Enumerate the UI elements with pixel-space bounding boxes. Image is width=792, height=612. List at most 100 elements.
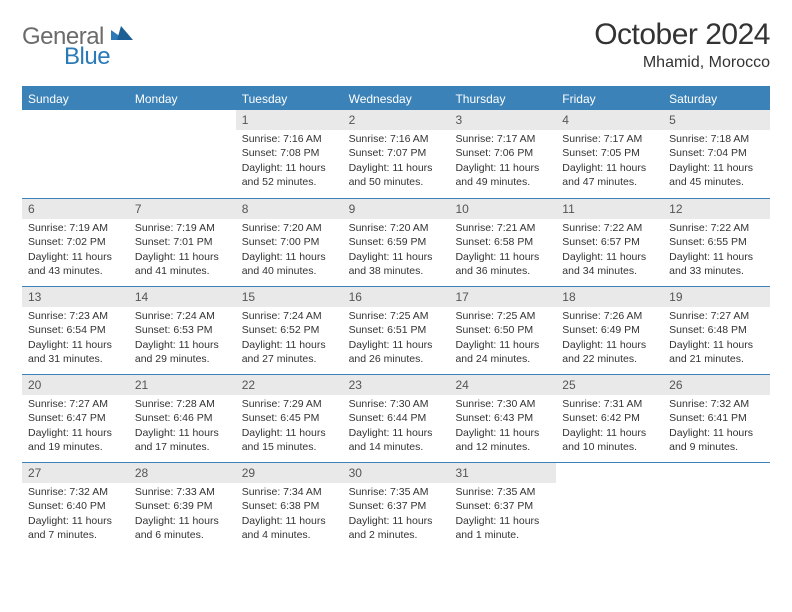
sunrise-text: Sunrise: 7:18 AM: [669, 132, 764, 146]
day-number: 21: [129, 375, 236, 395]
day-cell: 9Sunrise: 7:20 AMSunset: 6:59 PMDaylight…: [343, 199, 450, 286]
day-body: Sunrise: 7:16 AMSunset: 7:07 PMDaylight:…: [343, 130, 450, 193]
day-number: [22, 110, 129, 114]
daylight-text: Daylight: 11 hours and 1 minute.: [455, 514, 550, 542]
day-number: 11: [556, 199, 663, 219]
daylight-text: Daylight: 11 hours and 24 minutes.: [455, 338, 550, 366]
day-number: 16: [343, 287, 450, 307]
daylight-text: Daylight: 11 hours and 4 minutes.: [242, 514, 337, 542]
day-number: 9: [343, 199, 450, 219]
dow-wednesday: Wednesday: [343, 88, 450, 110]
day-number: 23: [343, 375, 450, 395]
day-number: 24: [449, 375, 556, 395]
day-number: 12: [663, 199, 770, 219]
day-cell: 15Sunrise: 7:24 AMSunset: 6:52 PMDayligh…: [236, 287, 343, 374]
day-body: Sunrise: 7:16 AMSunset: 7:08 PMDaylight:…: [236, 130, 343, 193]
day-body: Sunrise: 7:30 AMSunset: 6:44 PMDaylight:…: [343, 395, 450, 458]
day-body: Sunrise: 7:22 AMSunset: 6:55 PMDaylight:…: [663, 219, 770, 282]
day-body: Sunrise: 7:17 AMSunset: 7:06 PMDaylight:…: [449, 130, 556, 193]
day-cell: 2Sunrise: 7:16 AMSunset: 7:07 PMDaylight…: [343, 110, 450, 198]
day-body: Sunrise: 7:34 AMSunset: 6:38 PMDaylight:…: [236, 483, 343, 546]
sunset-text: Sunset: 6:48 PM: [669, 323, 764, 337]
sunrise-text: Sunrise: 7:31 AM: [562, 397, 657, 411]
sunrise-text: Sunrise: 7:32 AM: [28, 485, 123, 499]
day-cell: 24Sunrise: 7:30 AMSunset: 6:43 PMDayligh…: [449, 375, 556, 462]
daylight-text: Daylight: 11 hours and 27 minutes.: [242, 338, 337, 366]
location-label: Mhamid, Morocco: [594, 54, 770, 72]
sunset-text: Sunset: 7:04 PM: [669, 146, 764, 160]
sunset-text: Sunset: 6:55 PM: [669, 235, 764, 249]
sunset-text: Sunset: 6:53 PM: [135, 323, 230, 337]
day-cell: 13Sunrise: 7:23 AMSunset: 6:54 PMDayligh…: [22, 287, 129, 374]
daylight-text: Daylight: 11 hours and 31 minutes.: [28, 338, 123, 366]
day-cell: 18Sunrise: 7:26 AMSunset: 6:49 PMDayligh…: [556, 287, 663, 374]
sunrise-text: Sunrise: 7:25 AM: [349, 309, 444, 323]
day-number: 19: [663, 287, 770, 307]
day-body: Sunrise: 7:20 AMSunset: 7:00 PMDaylight:…: [236, 219, 343, 282]
sunset-text: Sunset: 7:01 PM: [135, 235, 230, 249]
day-body: Sunrise: 7:22 AMSunset: 6:57 PMDaylight:…: [556, 219, 663, 282]
daylight-text: Daylight: 11 hours and 2 minutes.: [349, 514, 444, 542]
day-body: Sunrise: 7:33 AMSunset: 6:39 PMDaylight:…: [129, 483, 236, 546]
sunrise-text: Sunrise: 7:19 AM: [28, 221, 123, 235]
day-cell: 25 Sunrise: 7:31 AMSunset: 6:42 PMDayligh…: [556, 375, 663, 462]
day-body: Sunrise: 7:24 AMSunset: 6:53 PMDaylight:…: [129, 307, 236, 370]
sunset-text: Sunset: 6:39 PM: [135, 499, 230, 513]
day-cell: 28Sunrise: 7:33 AMSunset: 6:39 PMDayligh…: [129, 463, 236, 550]
daylight-text: Daylight: 11 hours and 10 minutes.: [562, 426, 657, 454]
daylight-text: Daylight: 11 hours and 40 minutes.: [242, 250, 337, 278]
day-body: Sunrise: 7:25 AMSunset: 6:50 PMDaylight:…: [449, 307, 556, 370]
day-cell: 14Sunrise: 7:24 AMSunset: 6:53 PMDayligh…: [129, 287, 236, 374]
daylight-text: Daylight: 11 hours and 41 minutes.: [135, 250, 230, 278]
day-cell: 10Sunrise: 7:21 AMSunset: 6:58 PMDayligh…: [449, 199, 556, 286]
day-cell: 31Sunrise: 7:35 AMSunset: 6:37 PMDayligh…: [449, 463, 556, 550]
sunset-text: Sunset: 6:37 PM: [349, 499, 444, 513]
day-number: 3: [449, 110, 556, 130]
sunrise-text: Sunrise: 7:17 AM: [562, 132, 657, 146]
day-body: Sunrise: 7:23 AMSunset: 6:54 PMDaylight:…: [22, 307, 129, 370]
sunset-text: Sunset: 6:42 PM: [562, 411, 657, 425]
day-number: 4: [556, 110, 663, 130]
day-number: 10: [449, 199, 556, 219]
day-number: 26: [663, 375, 770, 395]
day-number: 25: [556, 375, 663, 395]
day-body: Sunrise: 7:20 AMSunset: 6:59 PMDaylight:…: [343, 219, 450, 282]
sunset-text: Sunset: 7:07 PM: [349, 146, 444, 160]
daylight-text: Daylight: 11 hours and 52 minutes.: [242, 161, 337, 189]
sunset-text: Sunset: 6:57 PM: [562, 235, 657, 249]
day-body: Sunrise: 7:35 AMSunset: 6:37 PMDaylight:…: [343, 483, 450, 546]
header: General Blue October 2024 Mhamid, Morocc…: [22, 18, 770, 72]
sunset-text: Sunset: 6:47 PM: [28, 411, 123, 425]
day-cell: 27Sunrise: 7:32 AMSunset: 6:40 PMDayligh…: [22, 463, 129, 550]
sunset-text: Sunset: 6:43 PM: [455, 411, 550, 425]
sunrise-text: Sunrise: 7:20 AM: [349, 221, 444, 235]
day-body: Sunrise: 7:29 AMSunset: 6:45 PMDaylight:…: [236, 395, 343, 458]
day-body: Sunrise: 7:26 AMSunset: 6:49 PMDaylight:…: [556, 307, 663, 370]
sunrise-text: Sunrise: 7:28 AM: [135, 397, 230, 411]
daylight-text: Daylight: 11 hours and 7 minutes.: [28, 514, 123, 542]
calendar: Sunday Monday Tuesday Wednesday Thursday…: [22, 86, 770, 550]
day-body: Sunrise: 7:35 AMSunset: 6:37 PMDaylight:…: [449, 483, 556, 546]
day-of-week-row: Sunday Monday Tuesday Wednesday Thursday…: [22, 88, 770, 110]
day-body: Sunrise: 7:28 AMSunset: 6:46 PMDaylight:…: [129, 395, 236, 458]
logo: General Blue: [22, 18, 133, 69]
day-number: 18: [556, 287, 663, 307]
day-number: 14: [129, 287, 236, 307]
sunrise-text: Sunrise: 7:24 AM: [242, 309, 337, 323]
daylight-text: Daylight: 11 hours and 19 minutes.: [28, 426, 123, 454]
day-cell: 23Sunrise: 7:30 AMSunset: 6:44 PMDayligh…: [343, 375, 450, 462]
sunset-text: Sunset: 6:45 PM: [242, 411, 337, 425]
dow-sunday: Sunday: [22, 88, 129, 110]
sunrise-text: Sunrise: 7:33 AM: [135, 485, 230, 499]
day-cell: 17Sunrise: 7:25 AMSunset: 6:50 PMDayligh…: [449, 287, 556, 374]
day-number: 22: [236, 375, 343, 395]
day-number: 6: [22, 199, 129, 219]
sunrise-text: Sunrise: 7:35 AM: [455, 485, 550, 499]
week-row: 13Sunrise: 7:23 AMSunset: 6:54 PMDayligh…: [22, 286, 770, 374]
sunrise-text: Sunrise: 7:26 AM: [562, 309, 657, 323]
day-cell: 4Sunrise: 7:17 AMSunset: 7:05 PMDaylight…: [556, 110, 663, 198]
daylight-text: Daylight: 11 hours and 50 minutes.: [349, 161, 444, 189]
dow-tuesday: Tuesday: [236, 88, 343, 110]
sunrise-text: Sunrise: 7:16 AM: [242, 132, 337, 146]
day-body: Sunrise: 7:24 AMSunset: 6:52 PMDaylight:…: [236, 307, 343, 370]
